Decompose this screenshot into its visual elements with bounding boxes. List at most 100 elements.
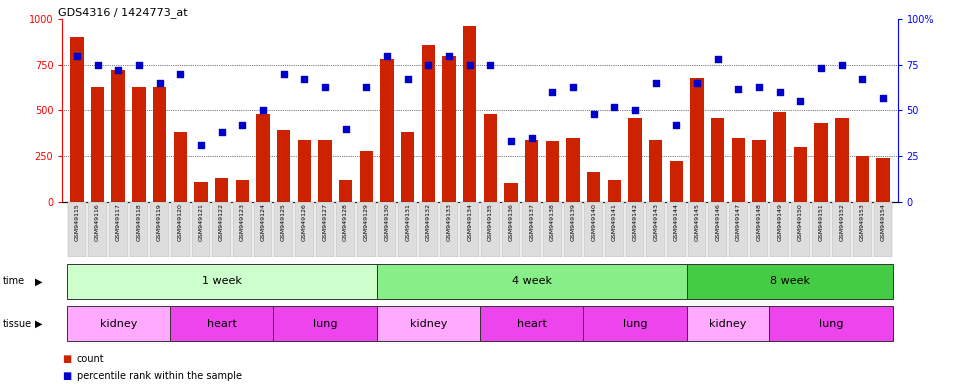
FancyBboxPatch shape — [708, 202, 727, 257]
Text: lung: lung — [623, 318, 647, 329]
Text: kidney: kidney — [709, 318, 747, 329]
Bar — [835, 118, 849, 202]
FancyBboxPatch shape — [750, 202, 768, 257]
Text: tissue: tissue — [3, 318, 32, 329]
Bar — [339, 180, 352, 202]
Bar — [463, 26, 476, 202]
Bar — [235, 180, 249, 202]
Bar — [711, 118, 725, 202]
Point — [69, 53, 84, 59]
Text: count: count — [77, 354, 105, 364]
Text: GSM949131: GSM949131 — [405, 203, 410, 241]
Text: lung: lung — [819, 318, 844, 329]
Text: GSM949117: GSM949117 — [116, 203, 121, 241]
Bar — [298, 140, 311, 202]
Text: GSM949152: GSM949152 — [839, 203, 844, 241]
FancyBboxPatch shape — [522, 202, 541, 257]
FancyBboxPatch shape — [853, 202, 872, 257]
Bar — [814, 123, 828, 202]
Bar — [70, 38, 84, 202]
Bar — [276, 131, 290, 202]
FancyBboxPatch shape — [585, 202, 603, 257]
Point — [689, 80, 705, 86]
Text: GSM949115: GSM949115 — [74, 203, 80, 241]
Text: GSM949129: GSM949129 — [364, 203, 369, 241]
Text: GSM949142: GSM949142 — [633, 203, 637, 241]
FancyBboxPatch shape — [480, 306, 584, 341]
Bar — [732, 138, 745, 202]
Bar — [587, 172, 600, 202]
Point — [876, 94, 891, 101]
Bar — [401, 132, 415, 202]
Bar — [690, 78, 704, 202]
Point — [442, 53, 457, 59]
Text: GSM949132: GSM949132 — [426, 203, 431, 241]
Text: GSM949138: GSM949138 — [550, 203, 555, 241]
FancyBboxPatch shape — [481, 202, 499, 257]
Point — [359, 84, 374, 90]
Bar — [91, 87, 105, 202]
Text: GSM949143: GSM949143 — [653, 203, 659, 241]
Point — [483, 62, 498, 68]
Bar — [670, 162, 684, 202]
FancyBboxPatch shape — [832, 202, 852, 257]
FancyBboxPatch shape — [502, 202, 520, 257]
Bar — [174, 132, 187, 202]
FancyBboxPatch shape — [398, 202, 417, 257]
FancyBboxPatch shape — [626, 202, 644, 257]
Bar — [566, 138, 580, 202]
Text: ▶: ▶ — [35, 276, 42, 286]
Text: heart: heart — [516, 318, 546, 329]
Text: GSM949149: GSM949149 — [778, 203, 782, 241]
Text: GSM949153: GSM949153 — [860, 203, 865, 241]
Text: GSM949130: GSM949130 — [384, 203, 390, 241]
Bar — [421, 45, 435, 202]
FancyBboxPatch shape — [130, 202, 148, 257]
FancyBboxPatch shape — [253, 202, 273, 257]
Point — [193, 142, 208, 148]
Text: GSM949128: GSM949128 — [343, 203, 348, 241]
Text: GSM949126: GSM949126 — [301, 203, 307, 241]
Point — [544, 89, 560, 95]
FancyBboxPatch shape — [316, 202, 334, 257]
Bar — [753, 140, 766, 202]
FancyBboxPatch shape — [461, 202, 479, 257]
Point — [731, 86, 746, 92]
Text: GSM949140: GSM949140 — [591, 203, 596, 241]
FancyBboxPatch shape — [605, 202, 624, 257]
Point — [503, 138, 518, 144]
Text: GSM949154: GSM949154 — [880, 203, 886, 241]
Text: GSM949122: GSM949122 — [219, 203, 224, 241]
Bar — [629, 118, 642, 202]
Point — [752, 84, 767, 90]
FancyBboxPatch shape — [151, 202, 169, 257]
Text: percentile rank within the sample: percentile rank within the sample — [77, 371, 242, 381]
Text: GSM949148: GSM949148 — [756, 203, 761, 241]
Text: ▶: ▶ — [35, 318, 42, 329]
Bar — [484, 114, 497, 202]
FancyBboxPatch shape — [543, 202, 562, 257]
FancyBboxPatch shape — [686, 306, 769, 341]
Point — [793, 98, 808, 104]
Text: GSM949141: GSM949141 — [612, 203, 617, 241]
Point — [607, 104, 622, 110]
Point — [90, 62, 106, 68]
Point — [297, 76, 312, 83]
Text: GSM949125: GSM949125 — [281, 203, 286, 241]
Point — [669, 122, 684, 128]
Point — [772, 89, 787, 95]
FancyBboxPatch shape — [419, 202, 438, 257]
FancyBboxPatch shape — [275, 202, 293, 257]
Bar — [545, 141, 559, 202]
FancyBboxPatch shape — [771, 202, 789, 257]
Point — [524, 135, 540, 141]
Point — [400, 76, 416, 83]
Text: lung: lung — [313, 318, 337, 329]
Text: 1 week: 1 week — [202, 276, 242, 286]
Text: GSM949120: GSM949120 — [178, 203, 182, 241]
Text: 8 week: 8 week — [770, 276, 810, 286]
Bar — [318, 140, 331, 202]
Point — [214, 129, 229, 136]
Bar — [380, 60, 394, 202]
Bar — [132, 87, 146, 202]
